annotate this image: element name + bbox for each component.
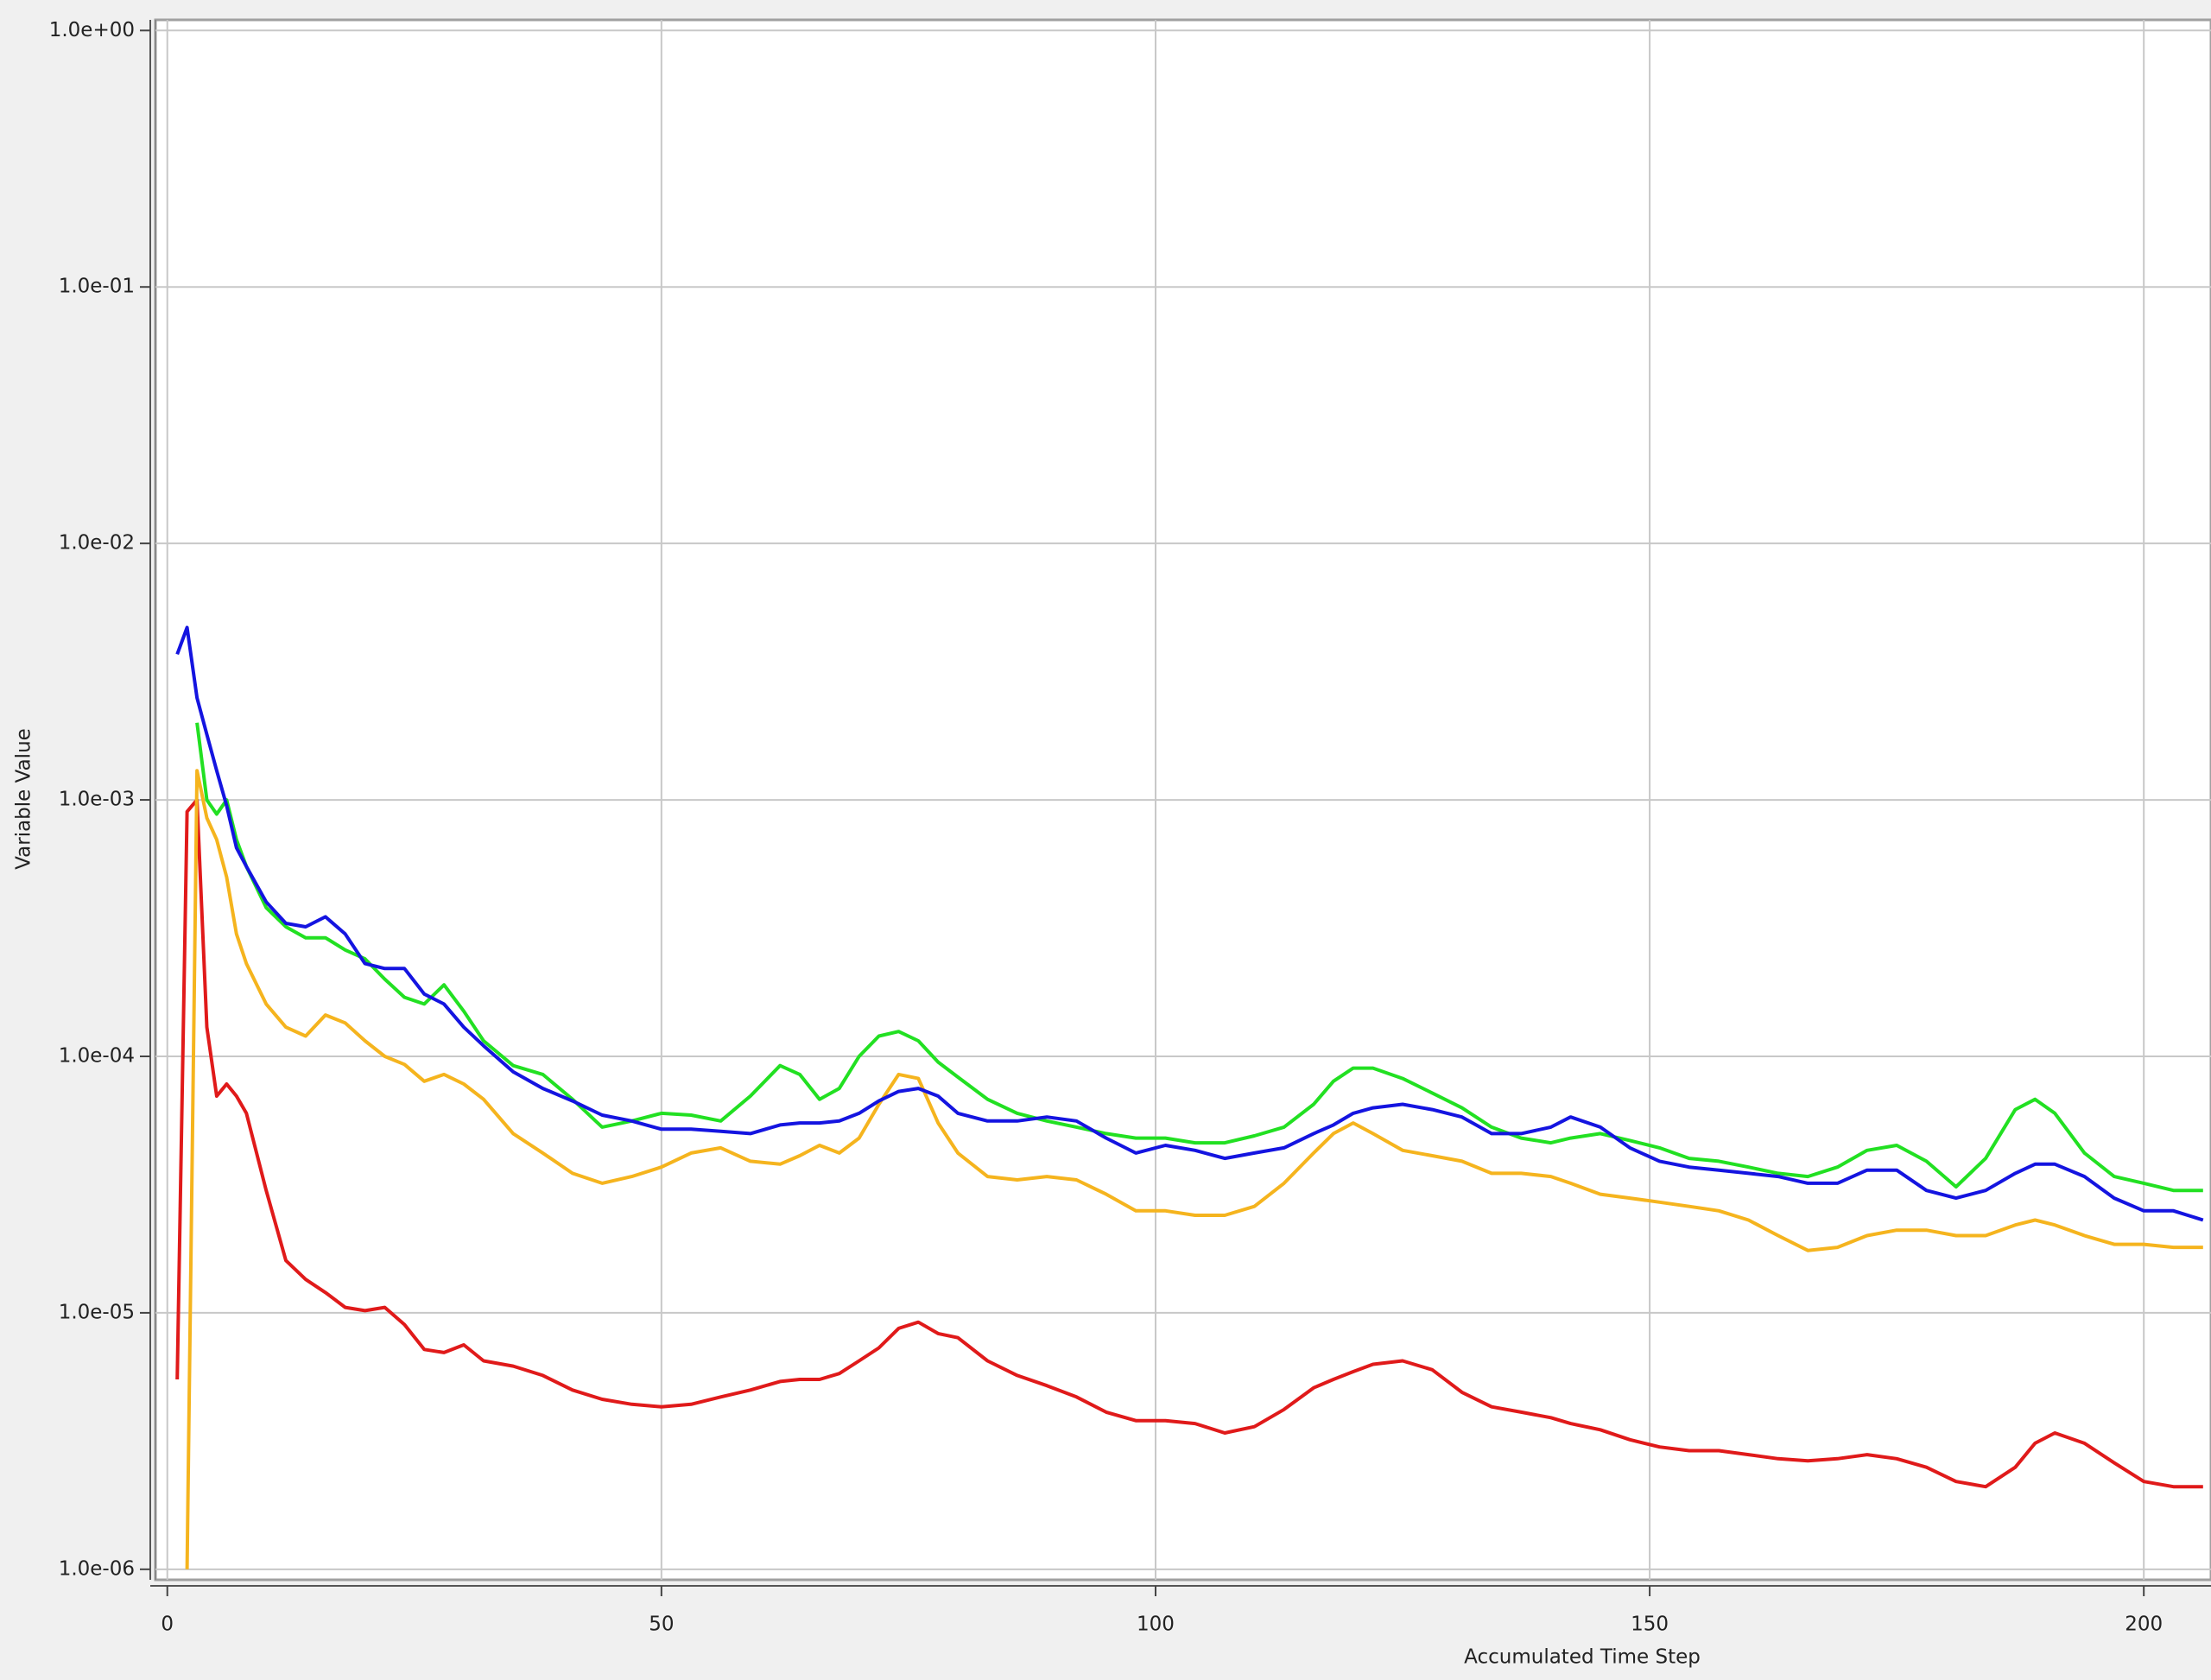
series-line: [185, 769, 2203, 1569]
x-tick-label: 150: [1631, 1613, 1669, 1636]
series-line: [175, 625, 2204, 1222]
x-axis-label: Accumulated Time Step: [1464, 1646, 1701, 1669]
y-tick-label: 1.0e+00: [49, 19, 135, 41]
series-line: [175, 798, 2203, 1489]
y-tick-label: 1.0e-06: [59, 1557, 135, 1580]
y-tick-label: 1.0e-05: [59, 1301, 135, 1323]
y-tick-label: 1.0e-02: [59, 532, 135, 555]
lines: [175, 625, 2204, 1569]
x-tick-label: 50: [649, 1613, 674, 1636]
y-tick-label: 1.0e-03: [59, 789, 135, 811]
x-tick-label: 200: [2125, 1613, 2163, 1636]
y-axis-label: Variable Value: [13, 728, 35, 870]
x-tick-label: 100: [1137, 1613, 1175, 1636]
y-tick-label: 1.0e-01: [59, 276, 135, 298]
x-tick-label: 0: [161, 1613, 174, 1636]
y-tick-label: 1.0e-04: [59, 1044, 135, 1067]
series-line: [195, 722, 2203, 1193]
